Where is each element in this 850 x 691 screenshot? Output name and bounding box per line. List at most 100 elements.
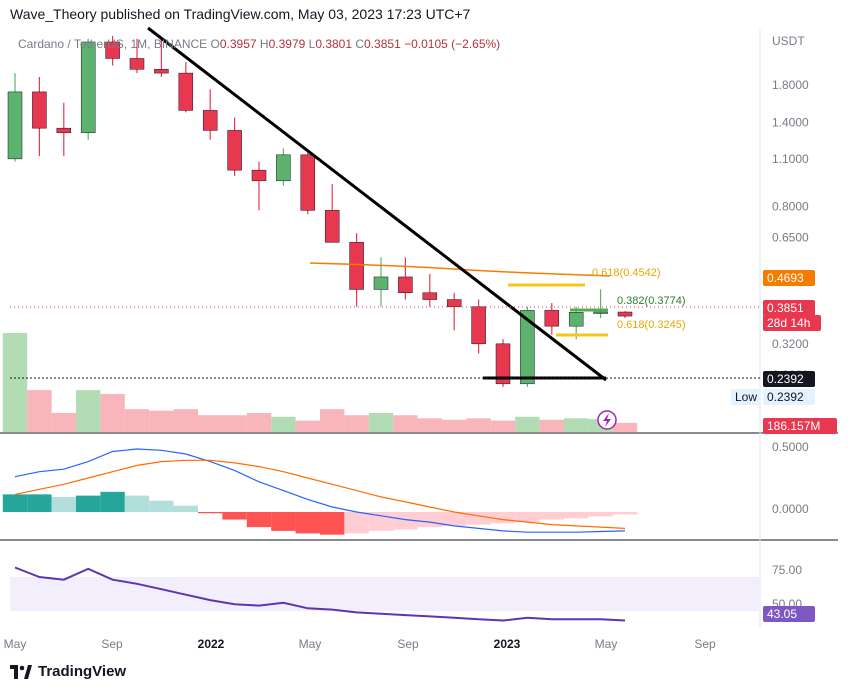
ema-line (309, 262, 611, 277)
price-tick: 0.8000 (772, 200, 809, 214)
histogram-bar (100, 491, 125, 512)
candle-body (32, 91, 47, 129)
macd-tick: 0.0000 (772, 502, 809, 516)
volume-bar (612, 422, 638, 432)
histogram-bar (612, 512, 638, 515)
volume-bar (417, 418, 442, 432)
candle-body (129, 58, 145, 70)
volume-bar (368, 412, 394, 432)
volume-layer (2, 333, 638, 432)
last-price-tag: 0.3851 (763, 300, 815, 316)
candle-body (544, 310, 560, 327)
histogram-bar (442, 512, 467, 526)
time-axis: May Sep 2022 May Sep 2023 May Sep (4, 637, 716, 651)
candle-body (300, 154, 316, 211)
volume-bar (198, 415, 223, 432)
volume-bar (51, 412, 76, 432)
price-tick: 0.6500 (772, 231, 809, 245)
time-tick: 2023 (494, 637, 521, 651)
currency-unit: USDT (772, 34, 805, 48)
low-label: L (308, 37, 316, 51)
macd-histogram (2, 491, 638, 535)
candle-body (227, 130, 242, 171)
close-label: C (355, 37, 365, 51)
volume-bar (27, 390, 52, 432)
ohlc-legend[interactable]: Cardano / TetherUS, 1M, BINANCE O0.3957 … (18, 37, 500, 51)
time-tick: 2022 (198, 637, 225, 651)
volume-bar (564, 418, 589, 432)
volume-bar (246, 412, 272, 432)
tradingview-logo[interactable]: TradingView (10, 663, 126, 680)
candle-body (202, 110, 218, 131)
price-tick: 1.4000 (772, 116, 809, 130)
high-label: H (259, 37, 269, 51)
candle-body (7, 91, 23, 160)
low-line-tag: 0.2392 (763, 371, 815, 387)
close-value: 0.3851 (364, 37, 401, 51)
candle-body (471, 306, 486, 345)
volume-bar (222, 415, 247, 432)
candle-body (495, 343, 511, 385)
histogram-bar (588, 512, 613, 517)
macd-tick: 0.5000 (772, 440, 809, 454)
volume-bar (2, 333, 28, 432)
candle-body (276, 154, 291, 182)
histogram-bar (417, 512, 442, 528)
candle-body (154, 69, 169, 74)
symbol-title: Cardano / TetherUS, 1M, BINANCE (18, 37, 208, 51)
volume-bar (173, 409, 198, 432)
open-label: O (210, 37, 220, 51)
time-tick: Sep (101, 637, 123, 651)
volume-bar (490, 420, 516, 432)
candle-body (398, 276, 413, 293)
lightning-icon[interactable] (597, 410, 617, 430)
rsi-tag: 43.05 (763, 606, 815, 622)
histogram-bar (295, 512, 320, 534)
open-value: 0.3957 (219, 37, 257, 51)
candle-body (373, 276, 389, 290)
candle-body (56, 127, 72, 133)
volume-bar (76, 390, 101, 432)
macd-line (14, 448, 626, 533)
signal-line (14, 459, 626, 529)
time-tick: May (299, 637, 322, 651)
histogram-bar (393, 512, 418, 530)
histogram-bar (76, 495, 101, 512)
volume-tag: 186.157M (763, 418, 837, 434)
trendline-down (147, 26, 607, 382)
histogram-bar (173, 505, 198, 512)
time-tick: May (4, 637, 27, 651)
candle-body (178, 72, 194, 111)
histogram-bar (27, 494, 52, 512)
histogram-bar (246, 512, 272, 528)
ema-price-tag: 0.4693 (763, 270, 815, 286)
fib-mid-label: 0.382(0.3774) (617, 295, 686, 307)
price-axis: 1.80001.40001.10000.80000.65000.50000.32… (772, 78, 809, 382)
price-tick: 1.8000 (772, 78, 809, 92)
rsi-line (14, 566, 626, 622)
volume-bar (393, 415, 418, 432)
price-tick: 0.3200 (772, 337, 809, 351)
volume-bar (124, 409, 150, 432)
publish-note: Wave_Theory published on TradingView.com… (10, 6, 471, 22)
volume-bar (100, 393, 125, 432)
candle-body (349, 242, 364, 290)
volume-bar (442, 419, 467, 432)
time-tick: Sep (397, 637, 419, 651)
candle-body (568, 312, 584, 327)
histogram-bar (198, 512, 223, 514)
high-value: 0.3979 (268, 37, 306, 51)
candle-body (105, 41, 120, 59)
candles-layer (7, 35, 633, 387)
candle-body (422, 292, 438, 300)
low-value: 0.3801 (315, 37, 353, 51)
rsi-tick: 75.00 (772, 563, 802, 577)
low-label: Low (731, 389, 762, 405)
histogram-bar (515, 512, 540, 523)
countdown-tag: 28d 14h (763, 315, 821, 331)
fib-lower-label: 0.618(0.3245) (617, 319, 686, 331)
histogram-bar (271, 512, 296, 531)
change-value: −0.0105 (−2.65%) (404, 37, 501, 51)
volume-bar (539, 419, 564, 432)
